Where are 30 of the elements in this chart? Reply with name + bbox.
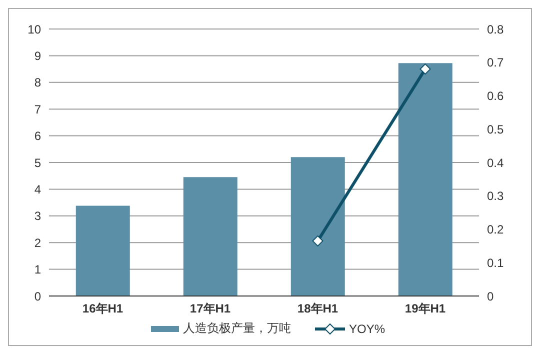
- y-tick-label: 9: [34, 48, 42, 63]
- y-tick-label: 3: [34, 209, 42, 224]
- y-tick-label: 7: [34, 102, 42, 116]
- x-tick-label: 16年H1: [82, 302, 124, 316]
- y2-tick-label: 0.3: [487, 189, 504, 204]
- x-tick-label: 17年H1: [190, 302, 231, 316]
- bar: [183, 177, 238, 296]
- y-tick-label: 8: [34, 76, 42, 90]
- bar: [290, 157, 345, 296]
- y-tick-label: 4: [34, 182, 42, 196]
- y2-tick-label: 0.4: [487, 156, 504, 170]
- y2-tick-label: 0.6: [487, 89, 504, 104]
- y-tick-label: 10: [28, 22, 42, 36]
- y-tick-label: 2: [34, 236, 42, 250]
- y2-tick-label: 0.1: [487, 256, 504, 270]
- x-tick-label: 18年H1: [297, 302, 338, 316]
- y-tick-label: 0: [34, 289, 42, 304]
- y2-tick-label: 0.8: [487, 22, 504, 36]
- y-tick-label: 6: [34, 129, 42, 144]
- bar: [76, 206, 130, 296]
- bar: [398, 63, 452, 296]
- legend-label: 人造负极产量，万吨: [182, 320, 291, 337]
- y2-tick-label: 0.5: [487, 122, 504, 136]
- y2-tick-label: 0.2: [487, 222, 504, 237]
- y2-tick-label: 0.7: [487, 56, 504, 70]
- x-tick-label: 19年H1: [404, 302, 446, 316]
- y-tick-label: 1: [34, 262, 42, 277]
- y-tick-label: 5: [34, 156, 42, 170]
- y2-tick-label: 0: [487, 289, 494, 304]
- legend-label: YOY%: [348, 322, 385, 336]
